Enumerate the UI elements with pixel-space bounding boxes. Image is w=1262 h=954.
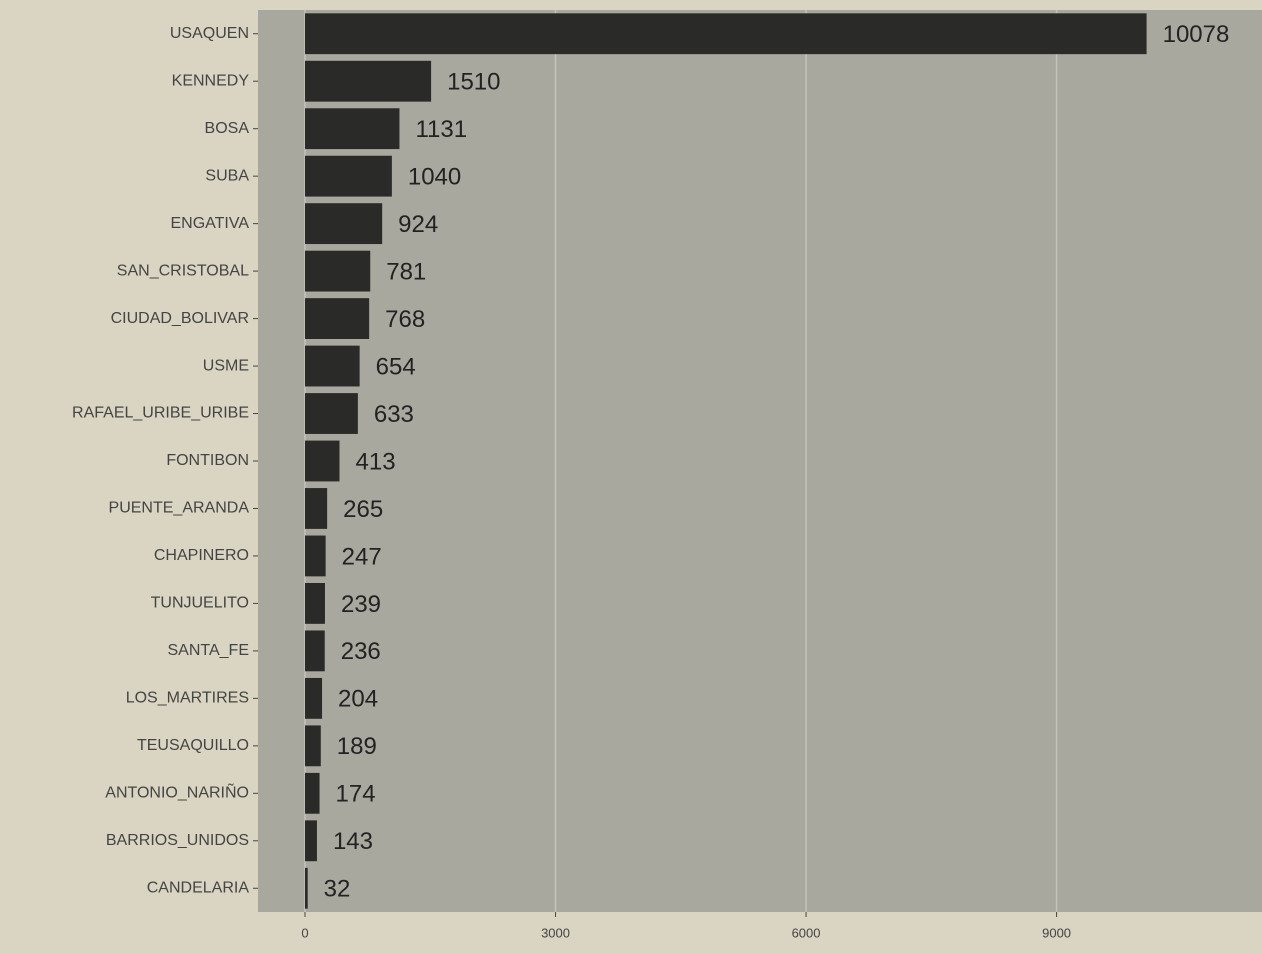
bar	[305, 488, 328, 529]
value-label: 32	[324, 876, 351, 903]
y-tick-label: ENGATIVA	[170, 215, 249, 232]
bar	[305, 393, 358, 434]
value-label: 236	[341, 638, 381, 665]
y-tick-label: CANDELARIA	[147, 879, 250, 896]
bar	[305, 630, 325, 672]
bar	[305, 203, 383, 245]
bar	[305, 867, 308, 909]
value-label: 413	[356, 448, 396, 475]
y-tick-label: USAQUEN	[170, 25, 249, 42]
y-tick-label: USME	[203, 357, 249, 374]
value-label: 633	[374, 401, 414, 428]
bar	[305, 440, 340, 482]
bar	[305, 60, 432, 102]
y-tick-label: CHAPINERO	[154, 547, 249, 564]
y-tick-label: FONTIBON	[166, 452, 249, 469]
bar	[305, 108, 400, 150]
bar	[305, 13, 1147, 55]
value-label: 265	[343, 496, 383, 523]
plot-panel	[258, 10, 1262, 912]
value-label: 239	[341, 591, 381, 618]
y-tick-label: RAFAEL_URIBE_URIBE	[72, 405, 249, 422]
y-tick-label: BOSA	[205, 120, 250, 137]
y-tick-label: LOS_MARTIRES	[126, 690, 249, 707]
y-tick-label: ANTONIO_NARIÑO	[105, 782, 249, 802]
value-label: 143	[333, 828, 373, 855]
value-label: 1510	[447, 69, 500, 96]
x-tick-label: 0	[301, 925, 308, 940]
y-tick-label: KENNEDY	[172, 72, 250, 89]
value-label: 1131	[415, 116, 467, 143]
y-tick-label: CIUDAD_BOLIVAR	[111, 310, 249, 327]
bar	[305, 820, 317, 862]
y-tick-label: TUNJUELITO	[151, 595, 249, 612]
value-label: 189	[337, 733, 377, 760]
value-label: 247	[342, 543, 382, 570]
value-label: 768	[385, 306, 425, 333]
y-tick-label: SANTA_FE	[168, 642, 250, 659]
x-tick-label: 9000	[1042, 925, 1071, 940]
value-label: 781	[386, 258, 426, 285]
y-tick-label: BARRIOS_UNIDOS	[106, 832, 249, 849]
value-label: 1040	[408, 164, 461, 191]
x-tick-label: 3000	[541, 925, 570, 940]
y-tick-label: TEUSAQUILLO	[137, 737, 249, 754]
value-label: 924	[398, 211, 438, 238]
value-label: 10078	[1163, 21, 1230, 48]
bar	[305, 535, 326, 577]
bar	[305, 250, 371, 292]
value-label: 654	[376, 353, 416, 380]
bar	[305, 345, 360, 387]
y-tick-label: PUENTE_ARANDA	[109, 500, 250, 517]
bar	[305, 677, 323, 719]
value-label: 204	[338, 686, 378, 713]
bar	[305, 298, 370, 339]
y-tick-label: SUBA	[205, 167, 249, 184]
bar	[305, 155, 392, 197]
bar	[305, 725, 321, 767]
y-tick-label: SAN_CRISTOBAL	[117, 262, 249, 279]
bar	[305, 583, 325, 624]
value-label: 174	[336, 781, 376, 808]
x-tick-label: 6000	[792, 925, 821, 940]
bar	[305, 772, 320, 814]
